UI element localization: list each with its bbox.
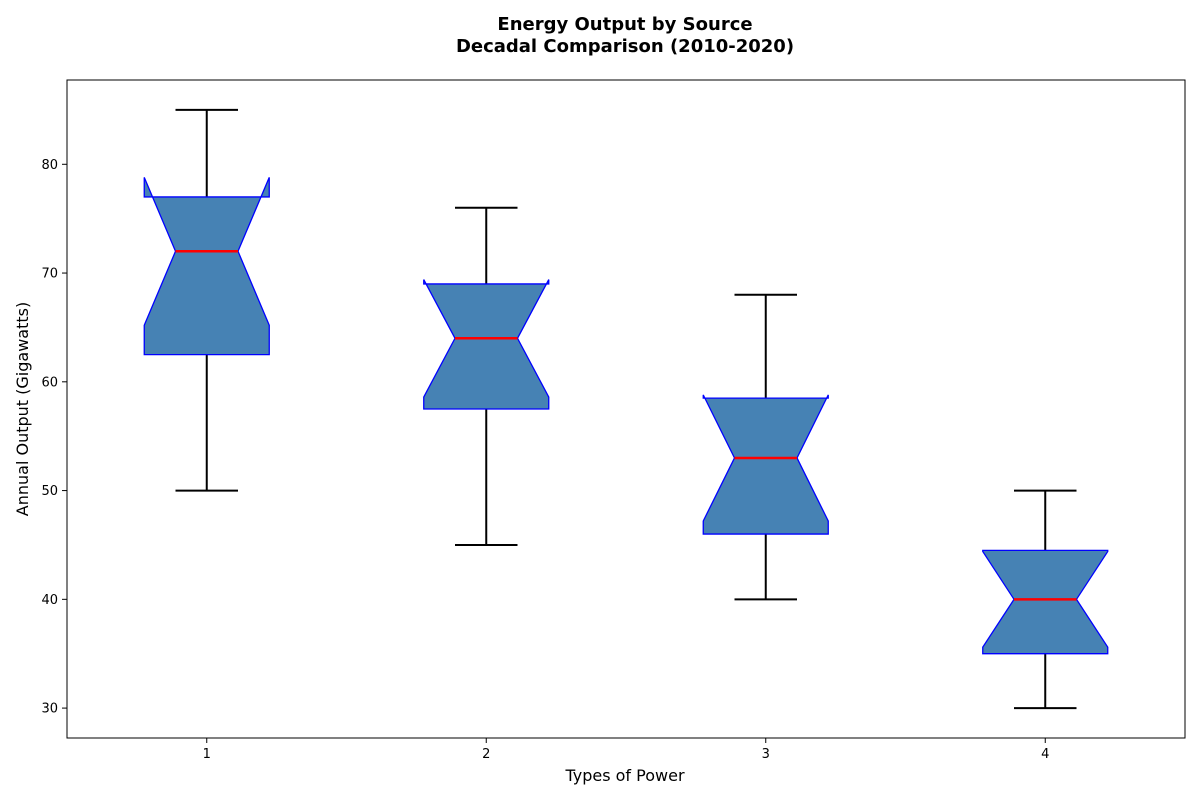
- chart-title-line1: Energy Output by Source: [497, 14, 752, 35]
- plot-area: 30 40 50 60 70 80 1 2 3 4: [41, 108, 1109, 762]
- y-axis-label: Annual Output (Gigawatts): [13, 302, 32, 516]
- x-tick-label: 1: [203, 747, 211, 762]
- chart-title-line2: Decadal Comparison (2010-2020): [456, 36, 794, 57]
- x-tick-label: 3: [762, 747, 770, 762]
- y-tick-label: 50: [41, 484, 58, 499]
- plot-frame: [66, 79, 1186, 739]
- x-tick-label: 4: [1041, 747, 1049, 762]
- box: [143, 177, 270, 356]
- box: [982, 549, 1109, 655]
- box: [423, 279, 550, 410]
- y-tick-label: 60: [41, 375, 58, 390]
- y-tick-label: 80: [41, 158, 58, 173]
- box: [702, 394, 829, 535]
- y-tick-label: 40: [41, 593, 58, 608]
- x-tick-label: 2: [482, 747, 490, 762]
- y-tick-label: 70: [41, 267, 58, 282]
- y-tick-label: 30: [41, 702, 58, 717]
- x-axis-label: Types of Power: [564, 766, 684, 785]
